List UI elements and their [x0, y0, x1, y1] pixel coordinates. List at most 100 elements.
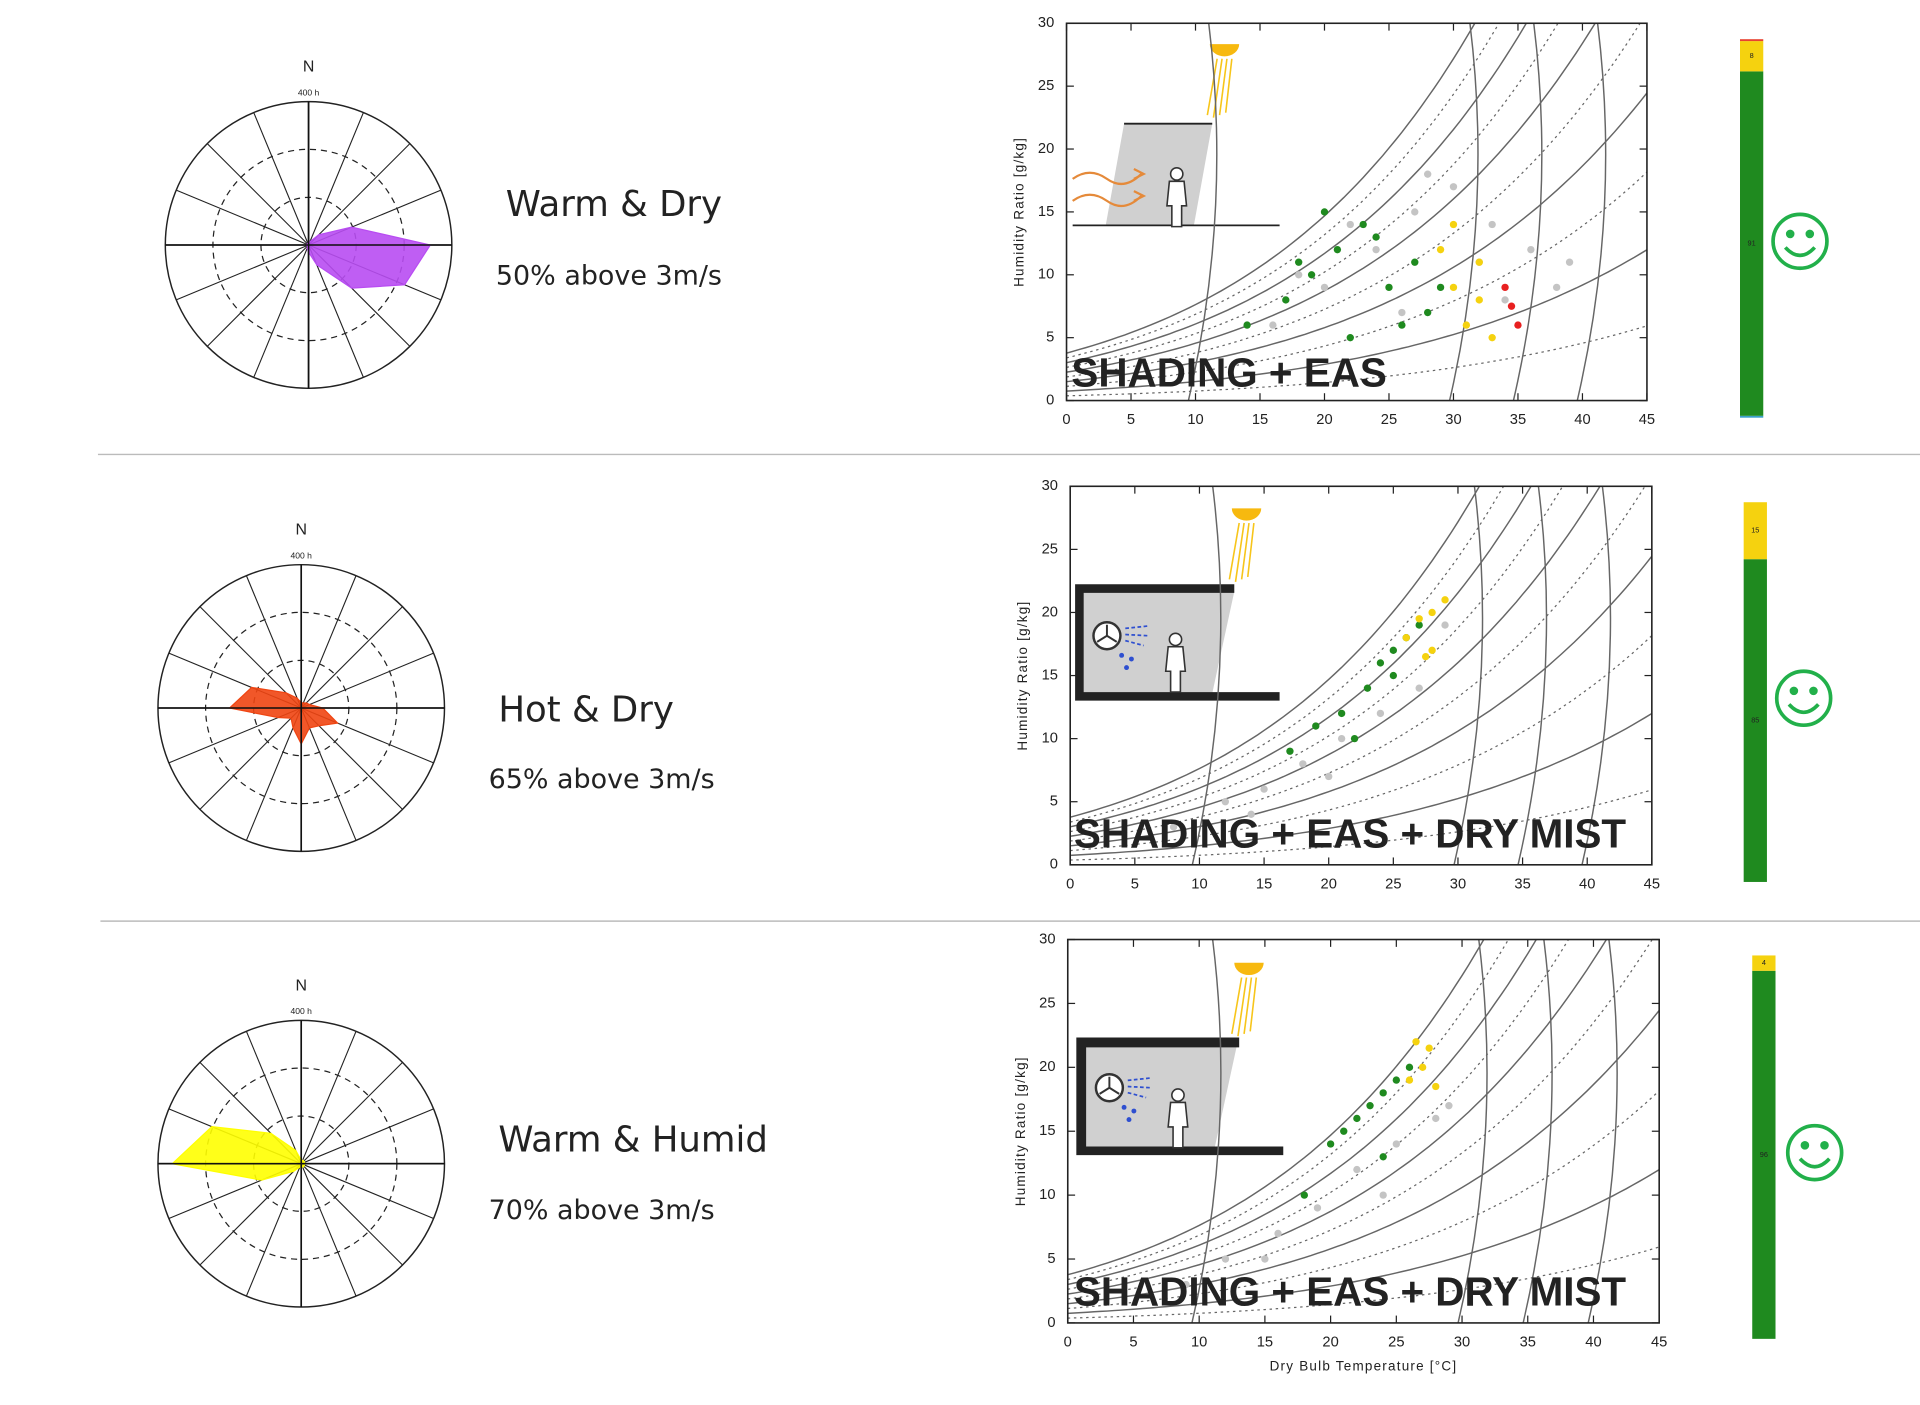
data-point [1428, 608, 1436, 617]
comfort-curve [1448, 23, 1479, 401]
y-tick-label: 30 [1042, 478, 1058, 494]
spoke [300, 1163, 403, 1266]
data-point [1340, 1127, 1348, 1135]
data-point [1353, 1165, 1361, 1174]
y-tick-label: 15 [1042, 667, 1058, 683]
x-tick-label: 35 [1520, 1334, 1536, 1350]
spoke [206, 244, 309, 347]
data-point [1475, 258, 1483, 266]
comfort-curve [1191, 939, 1222, 1323]
x-tick-label: 45 [1644, 876, 1660, 892]
data-point [1346, 333, 1354, 342]
rh-curve [1070, 486, 1532, 828]
x-tick-label: 30 [1450, 876, 1466, 892]
data-point [1449, 183, 1458, 191]
spoke [245, 575, 302, 709]
data-point [1385, 283, 1393, 292]
spoke [253, 112, 310, 246]
x-tick-label: 15 [1256, 876, 1272, 892]
data-point [1169, 823, 1178, 831]
y-axis-label: Humidity Ratio [g/kg] [1013, 1056, 1028, 1206]
spoke [300, 1163, 357, 1297]
rh-curve [1066, 23, 1641, 378]
rh-curve [1067, 939, 1538, 1286]
rh-curve [1070, 486, 1505, 823]
x-tick-label: 25 [1381, 412, 1397, 428]
spoke [308, 112, 364, 246]
x-tick-label: 25 [1385, 876, 1401, 892]
rh-curve [1070, 486, 1564, 833]
data-point [1501, 296, 1509, 304]
inset-illustration [1075, 507, 1280, 701]
data-point [1405, 1063, 1414, 1072]
data-point [1441, 596, 1449, 604]
y-tick-label: 5 [1046, 330, 1054, 346]
rose-area [306, 226, 432, 289]
x-tick-label: 30 [1445, 412, 1461, 428]
comfort-curve [1581, 486, 1612, 865]
data-point [1372, 233, 1380, 241]
data-point [1337, 734, 1346, 743]
data-point [1398, 308, 1406, 317]
rh-curve [1070, 486, 1646, 842]
rh-curve [1066, 249, 1647, 392]
x-tick-label: 30 [1454, 1334, 1470, 1350]
data-point [1379, 1089, 1387, 1097]
spoke [199, 707, 302, 810]
data-point [1449, 220, 1458, 229]
y-tick-label: 0 [1047, 1315, 1055, 1331]
data-point [1392, 1076, 1400, 1084]
data-point [1421, 652, 1430, 661]
spoke [301, 1108, 434, 1165]
data-point [1402, 634, 1410, 642]
spoke [245, 1031, 302, 1164]
data-point [1527, 245, 1535, 254]
comfort-curve [1191, 486, 1222, 865]
data-point [1182, 1280, 1190, 1289]
x-tick-label: 25 [1388, 1334, 1404, 1350]
y-tick-label: 15 [1039, 1123, 1055, 1139]
y-tick-label: 10 [1039, 1187, 1055, 1203]
x-tick-label: 40 [1574, 412, 1590, 428]
rh-curve [1067, 939, 1485, 1276]
data-point [1415, 684, 1423, 692]
data-point [1282, 296, 1290, 304]
x-tick-label: 5 [1129, 1334, 1137, 1350]
data-point [1243, 321, 1251, 329]
comfort-curve [1522, 939, 1553, 1323]
data-point [1372, 245, 1380, 254]
psychro-lines [1067, 939, 1660, 1323]
north-label: N [295, 522, 306, 539]
data-point [1411, 208, 1419, 216]
spoke [245, 1163, 302, 1297]
data-point [1313, 1204, 1322, 1212]
comfort-curve [1187, 23, 1218, 401]
spoke [245, 707, 302, 841]
data-point [1353, 1114, 1361, 1123]
bar-segment [1752, 970, 1776, 1339]
y-tick-label: 20 [1042, 604, 1058, 620]
strategy-label: SHADING + EAS + DRY MIST [1074, 1268, 1627, 1314]
data-point [1269, 321, 1277, 329]
data-point [1412, 1038, 1420, 1046]
data-point [1350, 734, 1359, 743]
y-axis-label: Humidity Ratio [g/kg] [1015, 601, 1030, 751]
y-tick-label: 15 [1038, 204, 1054, 220]
data-point [1436, 245, 1445, 254]
data-point [1398, 321, 1406, 329]
data-point [1424, 308, 1432, 317]
ring-label: 400 h [298, 87, 320, 97]
data-point [1295, 258, 1303, 266]
rh-curve [1067, 1090, 1660, 1310]
bar-label: 96 [1760, 1150, 1768, 1159]
x-tick-label: 20 [1321, 876, 1337, 892]
y-tick-label: 20 [1038, 141, 1054, 157]
data-point [1326, 1140, 1335, 1148]
data-point [1333, 245, 1342, 254]
data-point [1366, 1101, 1374, 1110]
data-point [1475, 296, 1483, 304]
spoke [300, 707, 357, 841]
strategy-label: SHADING + EAS + DRY MIST [1074, 810, 1627, 856]
data-point [1565, 258, 1574, 266]
